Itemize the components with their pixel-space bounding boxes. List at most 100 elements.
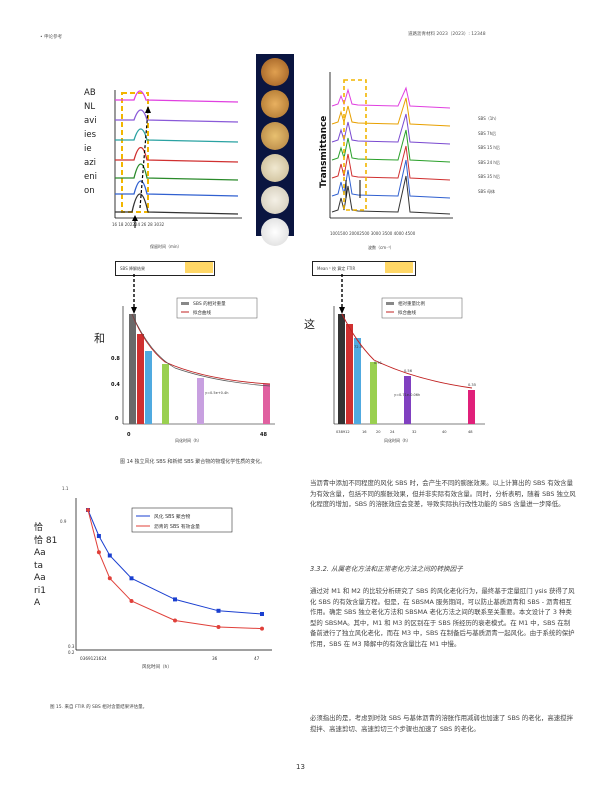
fig15-chart: 风化 SBS 聚合物 沥青的 SBS 有效含量 0.3 0.2 03691216… [68,498,272,670]
svg-text:0.35: 0.35 [468,383,476,387]
left-x-label: 保留时间（min） [150,244,182,249]
trace-7 [115,193,239,215]
fit-curve [341,313,473,389]
fig15-data-point [86,508,90,512]
fig15-data-point [96,550,101,555]
fig15-data-point [216,625,221,629]
callout-right-accent [385,262,413,273]
paragraph-1: 当沥青中添加不同程度的风化 SBS 时，会产生不同的膨胀效果。以上计算出的 SB… [310,479,576,509]
fig15-data-point [129,599,134,603]
fig15-data-point [107,576,112,581]
fig15-top-label-1: 1.1 [62,486,69,491]
fig15-side-labels: 恰恰 81 Aa ta Aa ri1 A [34,523,58,608]
gpc-chromatogram [114,90,242,228]
right-bar-side-char: 这 [304,318,315,331]
fig15-legend [131,507,233,533]
paragraph-3: 必须指出的是，考虑到时效 SBS 与基体沥青的溶胀作用减弱也加速了 SBS 的老… [310,714,573,733]
header-right: 道路沥青材料 2023（2023）: 12348 [408,32,486,37]
fig14-vertical-label: AB NL avi ies ie azi eni on [84,88,97,196]
ftir-highlight-box [343,79,367,211]
bar [404,376,411,424]
fig14-caption: 图 14 独立风化 SBS 和新鲜 SBS 聚合物的物理化学性质的变化。 [120,459,266,465]
svg-text:47: 47 [254,656,260,661]
sample-photo [261,58,289,86]
fig15-top-label-2: 0.9 [60,519,67,524]
trace-4 [115,146,239,163]
paragraph-2: 通过对 M1 和 M2 的比较分析研究了 SBS 的风化老化行为，最终基于定量肛… [310,587,575,648]
fig15-x-label: 风化时间（h） [142,663,172,670]
bar [162,364,169,424]
fig15-data-point [173,597,177,602]
ftir-trace-7 [331,175,451,215]
sample-photo [261,186,289,214]
ftir-legend: SBS（1h） SBS 7h后 SBS 15 h后 SBS 24 h后 SBS 35 … [478,116,500,194]
svg-text:0.91: 0.91 [374,361,382,365]
sample-photo [261,122,289,150]
ftir-trace-5 [331,145,451,181]
svg-text:0.2: 0.2 [68,650,75,655]
ftir-trace-3 [331,113,451,145]
svg-text:风化时间（h）: 风化时间（h） [384,437,411,443]
svg-text:24: 24 [390,430,395,434]
fig15-caption: 图 15. 来自 FTIR 的 SBS 相对含量结果评估量。 [50,705,148,710]
svg-text:y=0.71e-0.06h: y=0.71e-0.06h [394,393,420,397]
ftir-trace-6 [331,159,451,199]
ftir-trace-1 [331,86,451,109]
ftir-trace-4 [331,129,451,163]
bar [468,390,475,424]
fig15-data-point [260,612,264,616]
fig15-data-point [107,553,112,558]
ftir-trace-2 [331,97,451,127]
fig15-data-point [260,626,264,631]
bar [263,384,270,424]
sample-photo-strip [256,54,294,246]
sample-photo [261,154,289,182]
fit-curve [131,313,271,385]
bar [129,314,136,424]
trace-6 [115,180,239,197]
sample-photo [261,218,289,246]
svg-text:48: 48 [468,430,473,434]
svg-text:20: 20 [376,430,381,434]
trace-5 [115,163,239,181]
svg-text:相对重量比例: 相对重量比例 [398,300,425,307]
fig15-data-point [96,534,101,538]
trend-arrow [139,109,149,209]
fig15-legend-2: 沥青的 SBS 有效含量 [154,523,200,530]
svg-text:0: 0 [127,432,131,438]
ftir-x-ticks: 1001500 20002500 3000 3500 4000 4500 [330,231,416,236]
right-bar-chart: 相对重量比例 拟合曲线 72.5 0.91 0.56 0.35 y=0.71e-… [333,297,485,443]
svg-text:0.3: 0.3 [68,644,75,649]
trace-2 [115,109,239,123]
svg-text:0: 0 [115,416,119,422]
bar [370,362,377,424]
svg-text:SBS 的相对重量: SBS 的相对重量 [193,300,226,307]
highlight-box [121,92,149,213]
svg-text:风化时间（h）: 风化时间（h） [175,437,202,443]
svg-text:拟合曲线: 拟合曲线 [398,309,416,316]
fit-curve-2 [131,313,271,387]
svg-text:0.56: 0.56 [404,369,413,373]
fig15-data-point [173,618,177,623]
bar [197,378,204,424]
sample-photo [261,90,289,118]
bar [346,324,353,424]
bar [338,314,345,424]
header-left: • 申论参考 [40,35,63,40]
ftir-x-label: 波数（cm⁻¹） [368,245,394,250]
svg-text:32: 32 [412,430,417,434]
left-x-ticks: 16 18 202224 26 28 3032 [112,222,165,227]
bar [137,334,144,424]
callout-left-accent [185,262,213,273]
svg-text:0.8: 0.8 [111,356,120,362]
page-number: 13 [296,763,305,771]
section-title: 3.3.2. 从属老化方法和正常老化方法之间的转换因子 [310,565,463,573]
trace-3 [115,128,239,143]
fig15-x-ticks: 0369121624 [80,656,107,661]
fig15-data-point [216,608,221,613]
svg-text:40: 40 [442,430,447,434]
fig15-legend-1: 风化 SBS 聚合物 [154,513,191,520]
svg-text:72.5: 72.5 [354,345,362,349]
fig15-data-point [129,576,134,581]
svg-text:0.4: 0.4 [111,382,120,388]
